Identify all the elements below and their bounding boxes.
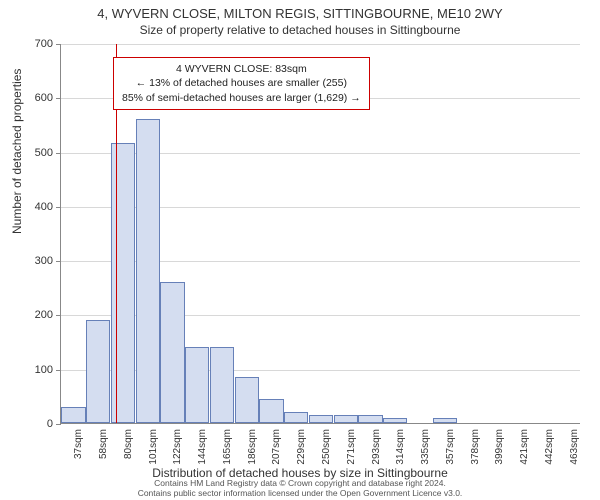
histogram-bar (185, 347, 209, 423)
x-tick-label: 144sqm (197, 429, 208, 465)
y-tick-label: 700 (35, 38, 61, 50)
x-tick-label: 250sqm (321, 429, 332, 465)
annotation-line: ← 13% of detached houses are smaller (25… (122, 76, 361, 90)
y-tick-label: 400 (35, 201, 61, 213)
y-axis-label: Number of detached properties (10, 69, 24, 234)
annotation-line: 4 WYVERN CLOSE: 83sqm (122, 62, 361, 76)
plot-area: 010020030040050060070037sqm58sqm80sqm101… (60, 44, 580, 424)
x-tick-label: 314sqm (395, 429, 406, 465)
histogram-bar (136, 119, 160, 423)
x-tick-label: 357sqm (445, 429, 456, 465)
x-tick-label: 165sqm (222, 429, 233, 465)
plot-wrapper: 010020030040050060070037sqm58sqm80sqm101… (60, 44, 580, 424)
x-tick-label: 37sqm (73, 429, 84, 459)
histogram-bar (160, 282, 184, 423)
chart-subtitle: Size of property relative to detached ho… (0, 21, 600, 41)
y-tick-label: 600 (35, 92, 61, 104)
histogram-bar (210, 347, 234, 423)
x-tick-label: 421sqm (519, 429, 530, 465)
annotation-box: 4 WYVERN CLOSE: 83sqm← 13% of detached h… (113, 57, 370, 110)
x-tick-label: 378sqm (470, 429, 481, 465)
x-tick-label: 122sqm (172, 429, 183, 465)
histogram-bar (86, 320, 110, 423)
gridline (61, 44, 580, 45)
histogram-bar (111, 143, 135, 423)
histogram-bar (383, 418, 407, 423)
x-tick-label: 463sqm (569, 429, 580, 465)
chart-title: 4, WYVERN CLOSE, MILTON REGIS, SITTINGBO… (0, 0, 600, 21)
annotation-line: 85% of semi-detached houses are larger (… (122, 91, 361, 105)
footer-line-2: Contains public sector information licen… (0, 488, 600, 498)
histogram-bar (259, 399, 283, 423)
x-tick-label: 229sqm (296, 429, 307, 465)
y-tick-label: 500 (35, 147, 61, 159)
histogram-bar (358, 415, 382, 423)
x-tick-label: 80sqm (123, 429, 134, 459)
footer-attribution: Contains HM Land Registry data © Crown c… (0, 478, 600, 498)
x-tick-label: 186sqm (247, 429, 258, 465)
y-tick-label: 100 (35, 364, 61, 376)
histogram-bar (433, 418, 457, 423)
x-tick-label: 58sqm (98, 429, 109, 459)
x-tick-label: 271sqm (346, 429, 357, 465)
histogram-bar (284, 412, 308, 423)
x-tick-label: 335sqm (420, 429, 431, 465)
y-tick-label: 0 (47, 418, 61, 430)
histogram-bar (309, 415, 333, 423)
histogram-bar (61, 407, 85, 423)
x-tick-label: 442sqm (544, 429, 555, 465)
x-tick-label: 101sqm (148, 429, 159, 465)
footer-line-1: Contains HM Land Registry data © Crown c… (0, 478, 600, 488)
x-tick-label: 399sqm (494, 429, 505, 465)
x-tick-label: 207sqm (271, 429, 282, 465)
x-tick-label: 293sqm (371, 429, 382, 465)
y-tick-label: 300 (35, 255, 61, 267)
histogram-bar (334, 415, 358, 423)
histogram-bar (235, 377, 259, 423)
y-tick-label: 200 (35, 309, 61, 321)
